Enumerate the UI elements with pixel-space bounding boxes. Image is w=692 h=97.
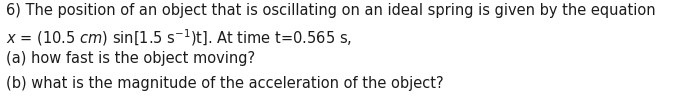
Text: $x$ = (10.5 $cm$) sin[1.5 s$^{-1}$)t]. At time t=0.565 s,: $x$ = (10.5 $cm$) sin[1.5 s$^{-1}$)t]. A…: [6, 27, 352, 48]
Text: (a) how fast is the object moving?: (a) how fast is the object moving?: [6, 51, 255, 66]
Text: (b) what is the magnitude of the acceleration of the object?: (b) what is the magnitude of the acceler…: [6, 76, 443, 91]
Text: 6) The position of an object that is oscillating on an ideal spring is given by : 6) The position of an object that is osc…: [6, 3, 655, 18]
